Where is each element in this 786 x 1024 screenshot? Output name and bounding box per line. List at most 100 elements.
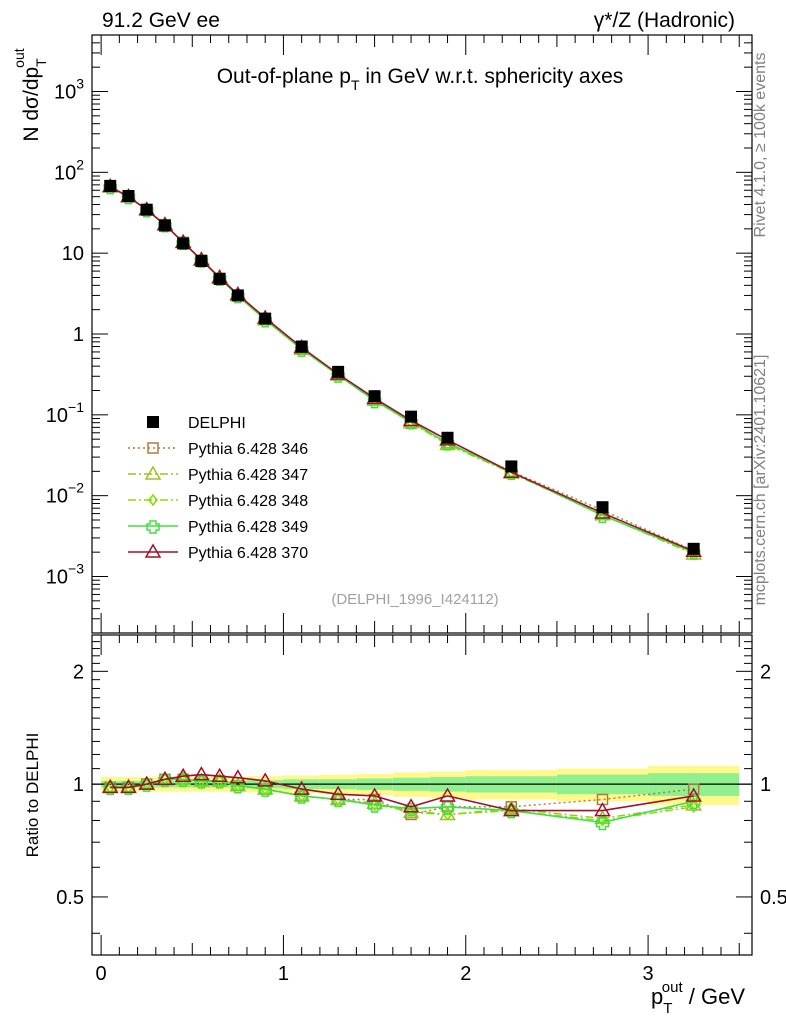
data-point [594, 802, 611, 817]
data-point [596, 501, 609, 514]
ratio-y-tick-label: 0.5 [56, 887, 84, 909]
data-point [147, 416, 159, 428]
data-point [148, 493, 158, 507]
data-point [440, 801, 455, 815]
data-point [195, 255, 208, 268]
legend-entry: Pythia 6.428 347 [128, 465, 308, 484]
x-tick-label: 0 [96, 963, 107, 985]
legend-entry: Pythia 6.428 346 [128, 441, 308, 458]
header-right: γ*/Z (Hadronic) [594, 9, 735, 32]
data-point [231, 289, 244, 302]
legend-label: DELPHI [188, 415, 246, 432]
y-tick-label: 10 [62, 243, 84, 265]
ratio-series-pythia-6-428-370 [101, 766, 702, 817]
ratio-y-tick-label: 2 [73, 661, 84, 683]
data-point [505, 460, 518, 473]
series-line [109, 186, 694, 555]
data-point [138, 775, 156, 790]
data-point [329, 785, 347, 800]
y-tick-label: 1 [73, 324, 84, 346]
x-axis-label: pTout / GeV [651, 979, 745, 1017]
data-point [439, 787, 456, 802]
y-tick-label: 103 [54, 76, 84, 104]
data-point [147, 442, 159, 454]
data-point [368, 390, 381, 403]
y-tick-exp: −2 [68, 480, 84, 496]
data-point [213, 272, 226, 285]
data-point [441, 431, 454, 444]
data-point [156, 770, 174, 786]
data-point [211, 767, 228, 782]
x-tick-label: 1 [278, 963, 289, 985]
legend-label: Pythia 6.428 370 [188, 545, 308, 562]
main-y-ticks [92, 34, 752, 634]
ratio-y-ticks [92, 641, 752, 934]
data-point [366, 787, 383, 802]
legend: DELPHI Pythia 6.428 346 Pythia 6.428 347 Py… [128, 415, 308, 562]
data-point [146, 520, 160, 534]
header-left: 91.2 GeV ee [102, 9, 220, 32]
data-point [231, 780, 245, 794]
data-point [293, 780, 310, 795]
data-point [295, 340, 308, 353]
data-point [193, 766, 210, 781]
legend-entry: Pythia 6.428 370 [128, 543, 308, 562]
main-frame [91, 34, 753, 634]
y-tick-label: 10−2 [46, 480, 84, 508]
data-point [144, 543, 162, 558]
chart-title: Out-of-plane pT in GeV w.r.t. sphericity… [217, 65, 624, 93]
y-tick-label: 10−3 [46, 560, 84, 588]
x-tick-label: 3 [643, 963, 654, 985]
ratio-y-tick-label-right: 0.5 [760, 887, 786, 909]
data-point [104, 179, 117, 192]
data-point [687, 542, 700, 555]
ratio-y-label: Ratio to DELPHI [23, 733, 42, 858]
legend-label: Pythia 6.428 348 [188, 493, 308, 510]
data-point [229, 769, 247, 784]
main-y-label: N dσ/dpTout [11, 48, 49, 141]
data-point [259, 312, 272, 325]
y-tick-exp: −1 [68, 399, 84, 415]
x-tick-label: 2 [460, 963, 471, 985]
legend-label: Pythia 6.428 347 [188, 467, 308, 484]
legend-label: Pythia 6.428 349 [188, 519, 308, 536]
data-point [174, 767, 192, 782]
ratio-y-tick-label-right: 1 [760, 774, 771, 796]
legend-entry: Pythia 6.428 349 [128, 519, 308, 536]
data-point [144, 465, 162, 480]
legend-entry: DELPHI [147, 415, 246, 432]
side-label-top: Rivet 4.1.0, ≥ 100k events [752, 53, 769, 238]
data-point [402, 798, 420, 813]
data-point [332, 365, 345, 378]
main-series-delphi [104, 179, 700, 555]
data-point [685, 796, 702, 811]
data-point [258, 783, 272, 797]
ratio-y-tick-label-right: 2 [760, 661, 771, 683]
data-point [687, 783, 700, 795]
data-point [367, 799, 382, 813]
y-tick-exp: 2 [76, 156, 84, 172]
y-tick-exp: −3 [68, 560, 84, 576]
data-point [503, 802, 520, 817]
legend-entry: Pythia 6.428 348 [128, 493, 308, 510]
ratio-y-tick-label: 1 [73, 774, 84, 796]
y-tick-exp: 3 [76, 76, 84, 92]
data-point [158, 219, 171, 232]
data-point [120, 778, 137, 794]
side-label-bottom: mcplots.cern.ch [arXiv:2401.10621] [752, 355, 769, 606]
data-point [140, 203, 153, 216]
y-tick-label: 102 [54, 156, 84, 184]
x-ticks [100, 35, 740, 955]
data-point [177, 237, 190, 250]
data-point [685, 787, 702, 802]
data-point [256, 772, 274, 787]
data-point [122, 189, 135, 202]
legend-label: Pythia 6.428 346 [188, 441, 308, 458]
y-tick-label: 10−1 [46, 399, 84, 427]
data-point [101, 778, 119, 794]
ratio-frame [91, 634, 753, 956]
data-point [405, 410, 418, 423]
data-point [595, 816, 610, 831]
analysis-id: (DELPHI_1996_I424112) [331, 591, 498, 608]
